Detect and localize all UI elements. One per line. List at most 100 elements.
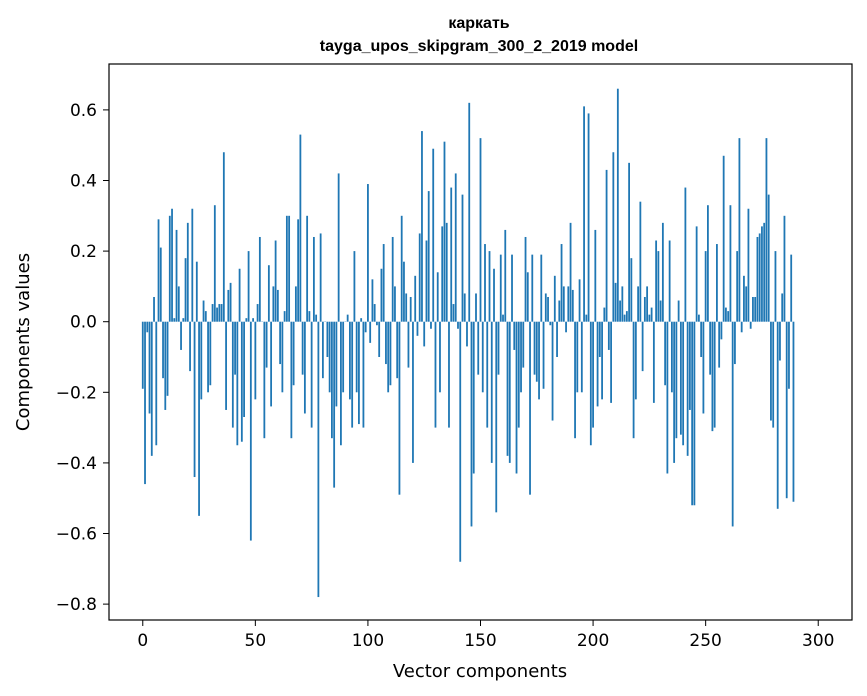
bar: [630, 258, 633, 322]
bar: [574, 321, 576, 439]
bar: [355, 321, 358, 393]
bar: [227, 289, 230, 322]
bar: [650, 307, 653, 322]
bar: [614, 282, 617, 322]
bar: [333, 321, 336, 488]
bar: [621, 286, 624, 322]
bar: [240, 321, 243, 442]
bar: [571, 289, 574, 322]
bar: [274, 240, 277, 322]
bar: [328, 321, 331, 393]
bar: [526, 272, 529, 322]
bar: [407, 321, 410, 368]
chart-subtitle: tayga_upos_skipgram_300_2_2019 model: [320, 38, 638, 55]
bar: [484, 244, 486, 322]
bar: [162, 321, 164, 379]
bar: [398, 321, 401, 495]
bar: [740, 321, 743, 333]
bar: [157, 219, 160, 322]
bar: [691, 321, 694, 506]
bar: [641, 321, 644, 372]
bar: [159, 247, 162, 322]
bar: [549, 321, 552, 326]
bar: [560, 244, 563, 322]
bar: [245, 318, 248, 322]
bar: [576, 321, 579, 393]
bar: [391, 236, 394, 322]
bar: [513, 321, 516, 350]
bar: [371, 279, 374, 322]
bar: [195, 261, 198, 322]
bar: [184, 258, 187, 322]
bar: [175, 229, 178, 322]
bar: [466, 321, 468, 347]
bar: [207, 321, 209, 393]
bar: [779, 321, 781, 361]
x-axis-label: Vector components: [393, 661, 567, 682]
bar: [182, 318, 185, 322]
bar: [378, 321, 381, 357]
bar: [247, 251, 250, 322]
bar: [623, 314, 626, 322]
y-axis-ticks: −0.8 −0.6 −0.4 −0.2 0.0 0.2 0.4 0.6: [56, 101, 109, 615]
bar: [720, 321, 723, 340]
bar: [299, 134, 302, 322]
bar: [436, 272, 439, 322]
bar: [756, 236, 759, 322]
bar: [637, 286, 640, 322]
bar: [673, 321, 676, 463]
bar: [598, 321, 601, 357]
bar: [479, 138, 482, 322]
bar: [414, 275, 417, 322]
bar: [218, 304, 221, 322]
bar: [387, 321, 390, 393]
bar: [229, 282, 232, 322]
bar: [177, 286, 180, 322]
bar: [776, 321, 779, 509]
bar: [312, 236, 315, 322]
bar: [292, 321, 295, 386]
y-tick-label: −0.2: [56, 383, 97, 403]
y-tick-label: 0.4: [70, 171, 97, 191]
bar: [736, 251, 739, 322]
bar: [508, 321, 511, 463]
bar: [432, 148, 435, 322]
bar: [625, 311, 628, 322]
bar: [342, 321, 345, 393]
y-tick-label: 0.6: [70, 101, 97, 121]
bar: [148, 321, 151, 414]
bar: [285, 215, 288, 322]
bar: [171, 208, 173, 322]
bar: [461, 194, 464, 322]
bar: [688, 321, 691, 410]
bar: [556, 321, 558, 357]
y-tick-label: 0.2: [70, 242, 97, 262]
bar: [661, 222, 664, 322]
bar: [256, 304, 259, 322]
x-tick-label: 150: [464, 631, 496, 651]
bar: [225, 321, 227, 410]
bar: [166, 321, 169, 396]
bar: [389, 321, 392, 386]
bar: [497, 321, 500, 375]
bar: [531, 254, 534, 322]
bar: [193, 321, 196, 478]
bar: [562, 286, 565, 322]
bar: [459, 321, 462, 562]
bar: [499, 254, 502, 322]
bar: [150, 321, 153, 456]
bar: [454, 173, 457, 322]
bar: [448, 321, 450, 428]
bar: [315, 314, 318, 322]
bar: [468, 102, 471, 322]
bar: [567, 286, 570, 322]
bar: [335, 321, 338, 407]
bar: [306, 215, 309, 322]
bar: [616, 88, 619, 322]
bar: [346, 314, 349, 322]
bar: [475, 293, 477, 322]
bar: [565, 321, 567, 333]
bar: [238, 268, 241, 322]
bar: [578, 279, 581, 322]
